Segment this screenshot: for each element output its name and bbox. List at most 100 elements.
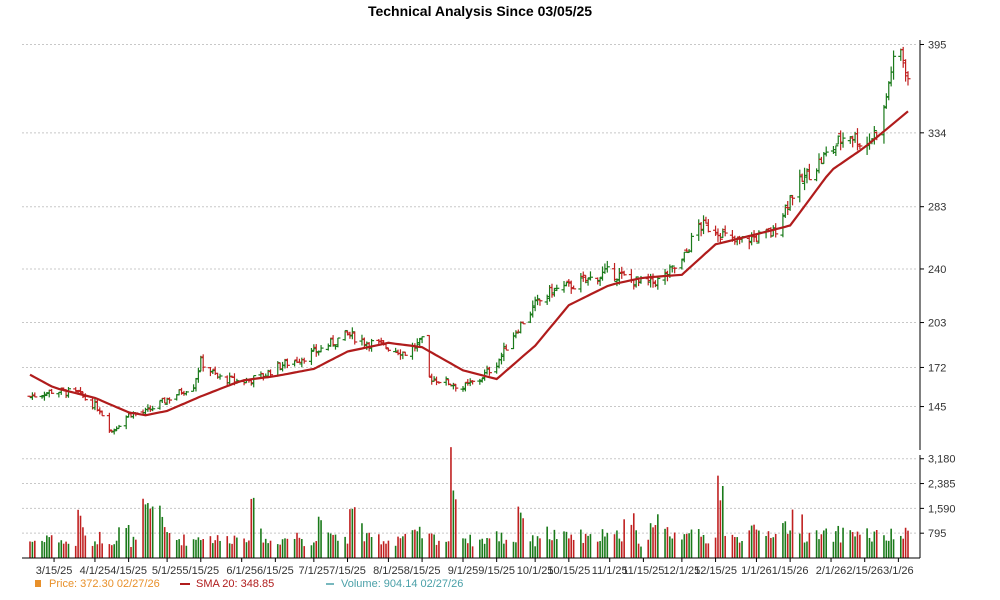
- price-bar: [689, 232, 695, 253]
- price-bar: [443, 376, 449, 386]
- price-bar: [698, 222, 704, 237]
- price-bar: [210, 369, 216, 374]
- price-bar: [511, 332, 517, 350]
- price-bar: [332, 344, 338, 350]
- volume-bars: [29, 447, 909, 558]
- price-bar: [561, 281, 567, 293]
- price-tick-label: 283: [928, 202, 946, 214]
- legend-label: SMA 20: 348.85: [196, 578, 274, 590]
- price-bar: [215, 372, 221, 379]
- price-bar: [92, 398, 98, 411]
- price-bar: [157, 400, 163, 410]
- price-bar: [395, 349, 401, 356]
- price-bar: [544, 294, 550, 305]
- date-tick-label: 6/1/25: [226, 565, 257, 577]
- price-bar: [436, 381, 442, 384]
- date-tick-label: 1/15/26: [772, 565, 809, 577]
- price-bar: [722, 225, 728, 237]
- price-bar: [703, 216, 709, 224]
- price-bar: [527, 311, 533, 324]
- price-bar: [840, 132, 846, 148]
- price-bar: [835, 135, 841, 145]
- price-bar: [551, 287, 557, 297]
- price-bar: [147, 405, 153, 412]
- date-tick-label: 3/1/26: [883, 565, 914, 577]
- price-bar: [198, 355, 204, 372]
- price-bar: [818, 156, 824, 164]
- price-bar: [111, 428, 117, 435]
- price-bar: [179, 387, 185, 395]
- price-bar: [49, 388, 55, 394]
- price-tick-label: 203: [928, 318, 946, 330]
- price-bar: [431, 376, 437, 382]
- price-bar: [898, 48, 904, 61]
- price-bar: [520, 321, 526, 325]
- date-tick-label: 11/15/25: [622, 565, 664, 577]
- date-tick-label: 6/15/25: [257, 565, 294, 577]
- date-tick-label: 7/15/25: [329, 565, 366, 577]
- price-bar: [498, 352, 504, 365]
- price-bar: [857, 143, 863, 149]
- price-bar: [802, 167, 808, 191]
- price-bar: [426, 334, 432, 378]
- price-bar: [328, 337, 334, 347]
- price-bar: [453, 383, 459, 392]
- price-bar: [385, 348, 391, 352]
- price-bar: [280, 361, 286, 372]
- price-bar: [888, 66, 894, 87]
- price-bar: [145, 404, 151, 412]
- date-tick-label: 10/15/25: [547, 565, 590, 577]
- date-tick-label: 8/15/25: [404, 565, 441, 577]
- price-bar: [227, 372, 233, 385]
- price-bar: [705, 219, 711, 233]
- date-tick-label: 2/1/26: [816, 565, 847, 577]
- price-bars: [27, 46, 911, 435]
- date-tick-label: 10/1/25: [517, 565, 554, 577]
- price-tick-label: 145: [928, 402, 946, 414]
- price-bar: [518, 321, 524, 334]
- price-bar: [429, 373, 435, 385]
- price-bar: [402, 351, 408, 356]
- date-tick-label: 2/15/26: [846, 565, 883, 577]
- price-bar: [563, 281, 569, 287]
- price-bar: [486, 366, 492, 376]
- price-bar: [301, 357, 307, 364]
- price-bar: [393, 347, 399, 353]
- price-tick-label: 334: [928, 128, 946, 140]
- price-bar: [32, 392, 38, 398]
- price-bar: [465, 379, 471, 386]
- price-bar: [838, 130, 844, 151]
- price-bar: [847, 136, 853, 144]
- price-bar: [612, 262, 618, 281]
- price-bar: [650, 273, 656, 288]
- price-bar: [116, 424, 122, 430]
- chart-title: Technical Analysis Since 03/05/25: [368, 3, 592, 19]
- price-bar: [580, 271, 586, 282]
- price-bar: [195, 367, 201, 383]
- price-bar: [284, 358, 290, 369]
- price-grid: [22, 43, 918, 408]
- price-bar: [881, 104, 887, 144]
- price-bar: [669, 265, 675, 273]
- price-bar: [106, 412, 112, 433]
- date-tick-label: 4/15/25: [110, 565, 147, 577]
- price-bar: [655, 277, 661, 290]
- price-bar: [359, 334, 365, 346]
- date-tick-label: 1/1/26: [741, 565, 772, 577]
- price-bar: [780, 213, 786, 238]
- legend-label: Price: 372.30 02/27/26: [49, 578, 160, 590]
- price-tick-label: 240: [928, 264, 946, 276]
- price-bar: [251, 374, 257, 388]
- price-bar: [537, 299, 543, 306]
- price-tick-label: 172: [928, 362, 946, 374]
- date-tick-label: 7/1/25: [299, 565, 330, 577]
- price-bar: [891, 50, 897, 80]
- price-bar: [318, 345, 324, 353]
- price-bar: [503, 344, 509, 351]
- price-bar: [296, 358, 302, 363]
- price-bar: [462, 382, 468, 392]
- price-bar: [467, 378, 473, 387]
- price-bar: [621, 270, 627, 276]
- price-bar: [799, 173, 805, 182]
